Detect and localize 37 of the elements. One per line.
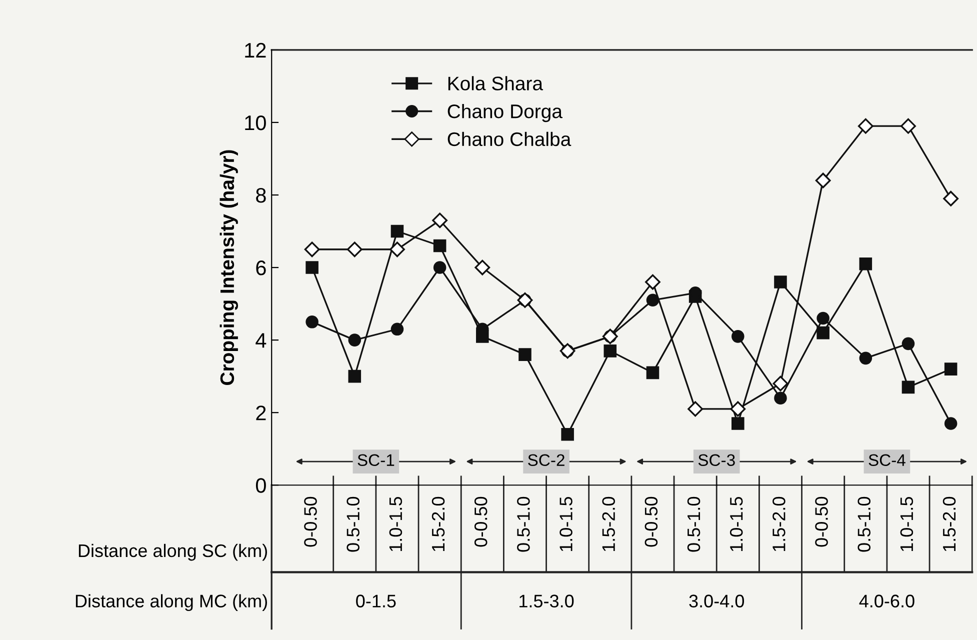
- x-tick-label: 1.0-1.5: [900, 496, 914, 552]
- x-tick-label: 1.0-1.5: [730, 496, 743, 552]
- x-tick-label: 0.5-1.0: [346, 496, 360, 552]
- y-tick-label: 2: [256, 406, 266, 420]
- annotation: SC-3: [698, 454, 735, 466]
- legend-label: Kola Shara: [448, 76, 544, 90]
- x-tick-label: 0.5-1.0: [858, 496, 870, 552]
- text: 1.5-3.0: [520, 594, 574, 608]
- x-tick-label: 0-0.50: [644, 496, 658, 547]
- x-tick-label: 0.5-1.0: [517, 496, 530, 552]
- y-tick-label: 8: [256, 188, 266, 203]
- y-tick-label: 10: [245, 115, 266, 130]
- x-tick-label: 1.5-2.0: [942, 496, 956, 552]
- x-tick-label: 1.0-1.5: [389, 496, 402, 552]
- text: 0-1.5: [356, 594, 396, 608]
- x-axis-title: Distance along SC (km): [78, 544, 267, 561]
- x-tick-label: 0.5-1.0: [687, 496, 700, 552]
- y-tick-label: 4: [256, 333, 266, 348]
- x-tick-label: 1.5-2.0: [602, 496, 615, 552]
- x-tick-label: 0-0.50: [304, 496, 317, 547]
- y-tick-label: 12: [245, 42, 266, 58]
- text: Distance along MC (km): [76, 594, 267, 612]
- y-tick-label: 0: [256, 478, 266, 493]
- x-tick-label: 0-0.50: [474, 496, 488, 547]
- x-tick-label: 1.5-2.0: [432, 496, 445, 552]
- x-tick-label: 0-0.50: [815, 496, 828, 547]
- text: 4.0-6.0: [859, 594, 914, 608]
- annotation: SC-2: [528, 454, 564, 466]
- legend-label: Chano Chalba: [448, 132, 572, 146]
- y-tick-label: 6: [256, 260, 266, 276]
- y-axis-title: Cropping Intensity (ha/yr): [220, 150, 238, 385]
- x-tick-label: 1.0-1.5: [560, 496, 572, 552]
- annotation: SC-1: [358, 454, 394, 466]
- text: 3.0-4.0: [689, 594, 744, 608]
- annotation: SC-4: [868, 454, 906, 466]
- x-tick-label: 1.5-2.0: [772, 496, 786, 552]
- legend-label: Chano Dorga: [448, 104, 562, 122]
